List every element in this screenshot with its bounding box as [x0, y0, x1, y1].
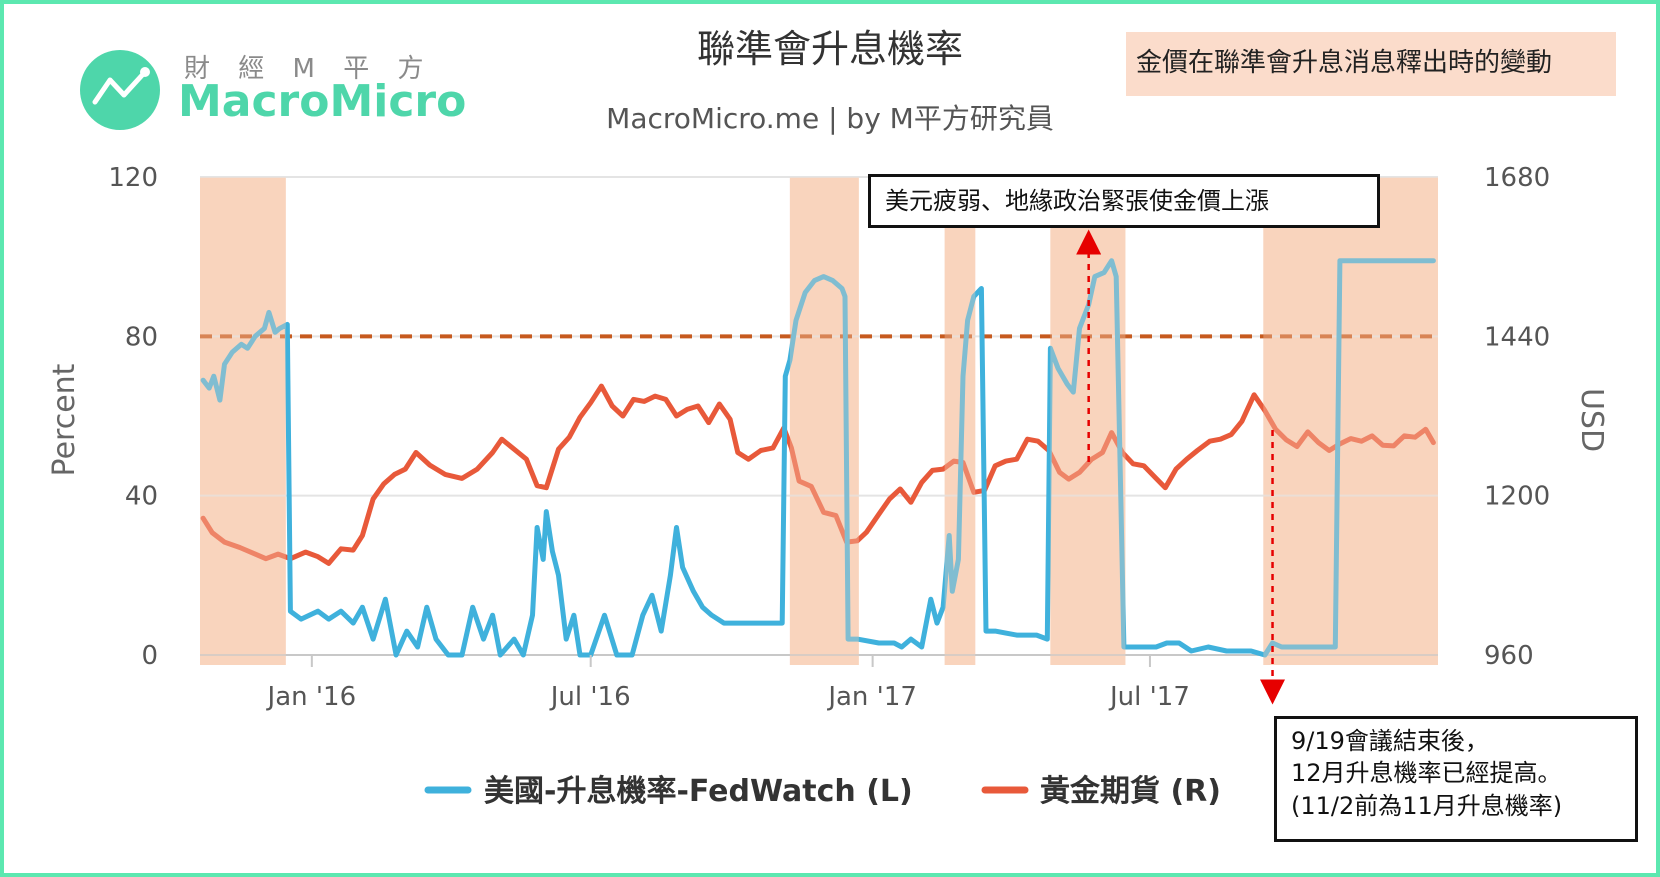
chart-title: 聯準會升息機率 — [697, 27, 963, 71]
x-tick-label: Jul '17 — [1108, 682, 1190, 712]
annotation-bottom-line-2: 12月升息機率已經提高。 — [1291, 759, 1562, 788]
annotation-arrows — [1076, 229, 1286, 705]
annotation-bottom-line-3: (11/2前為11月升息機率) — [1291, 791, 1563, 820]
y-left-tick-label: 40 — [125, 482, 158, 512]
x-tick-label: Jul '16 — [549, 682, 631, 712]
y-right-tick-label: 1680 — [1484, 163, 1550, 193]
note-label-text: 金價在聯準會升息消息釋出時的變動 — [1136, 48, 1553, 78]
logo-trend-line — [92, 69, 148, 105]
y-right-tick-label: 1200 — [1484, 482, 1550, 512]
highlight-overlay-0 — [200, 177, 286, 665]
y-axis-left-title: Percent — [47, 363, 82, 476]
y-left-tick-label: 80 — [125, 322, 158, 352]
highlight-period-0 — [200, 177, 286, 665]
brand-logo — [80, 50, 160, 130]
annotation-bottom-box: 9/19會議結束後， 12月升息機率已經提高。 (11/2前為11月升息機率) — [1274, 716, 1638, 842]
x-tick-label: Jan '17 — [826, 682, 917, 712]
series-lines — [200, 177, 1438, 665]
highlight-overlay-2 — [944, 177, 976, 665]
annotation-bottom-line-1: 9/19會議結束後， — [1291, 727, 1489, 755]
legend-item-gold[interactable]: 黃金期貨 (R) — [981, 774, 1221, 809]
y-left-tick-label: 0 — [141, 641, 158, 671]
note-label-box: 金價在聯準會升息消息釋出時的變動 — [1126, 32, 1616, 96]
annotation-top-text: 美元疲弱、地緣政治緊張使金價上漲 — [885, 187, 1269, 215]
logo-trend-dot — [140, 67, 150, 77]
brand-name-en: MacroMicro — [178, 76, 467, 127]
y-axis-right-title: USD — [1574, 388, 1609, 452]
y-right-tick-label: 1440 — [1484, 322, 1550, 352]
x-tick-label: Jan '16 — [266, 682, 357, 712]
axes: 0 960 40 1200 80 1440 120 1680 Jan '16 Jul '16 Jan… — [108, 163, 1550, 712]
series-line-gold — [200, 383, 1436, 566]
legend[interactable]: 美國-升息機率-FedWatch (L) 黃金期貨 (R) — [424, 774, 1221, 809]
chart-subtitle: MacroMicro.me | by M平方研究員 — [606, 102, 1054, 135]
highlight-overlay-4 — [1263, 177, 1438, 665]
legend-item-fedwatch[interactable]: 美國-升息機率-FedWatch (L) — [424, 774, 913, 809]
annotation-top-box: 美元疲弱、地緣政治緊張使金價上漲 — [868, 174, 1380, 228]
highlight-overlay-1 — [789, 177, 859, 665]
series-line-fedwatch — [200, 258, 1436, 658]
brand-name-cn: 財 經 M 平 方 — [184, 54, 434, 84]
y-right-tick-label: 960 — [1484, 641, 1534, 671]
legend-label-gold: 黃金期貨 (R) — [1040, 774, 1221, 809]
y-left-tick-label: 120 — [108, 163, 158, 193]
legend-label-fedwatch: 美國-升息機率-FedWatch (L) — [484, 774, 913, 809]
